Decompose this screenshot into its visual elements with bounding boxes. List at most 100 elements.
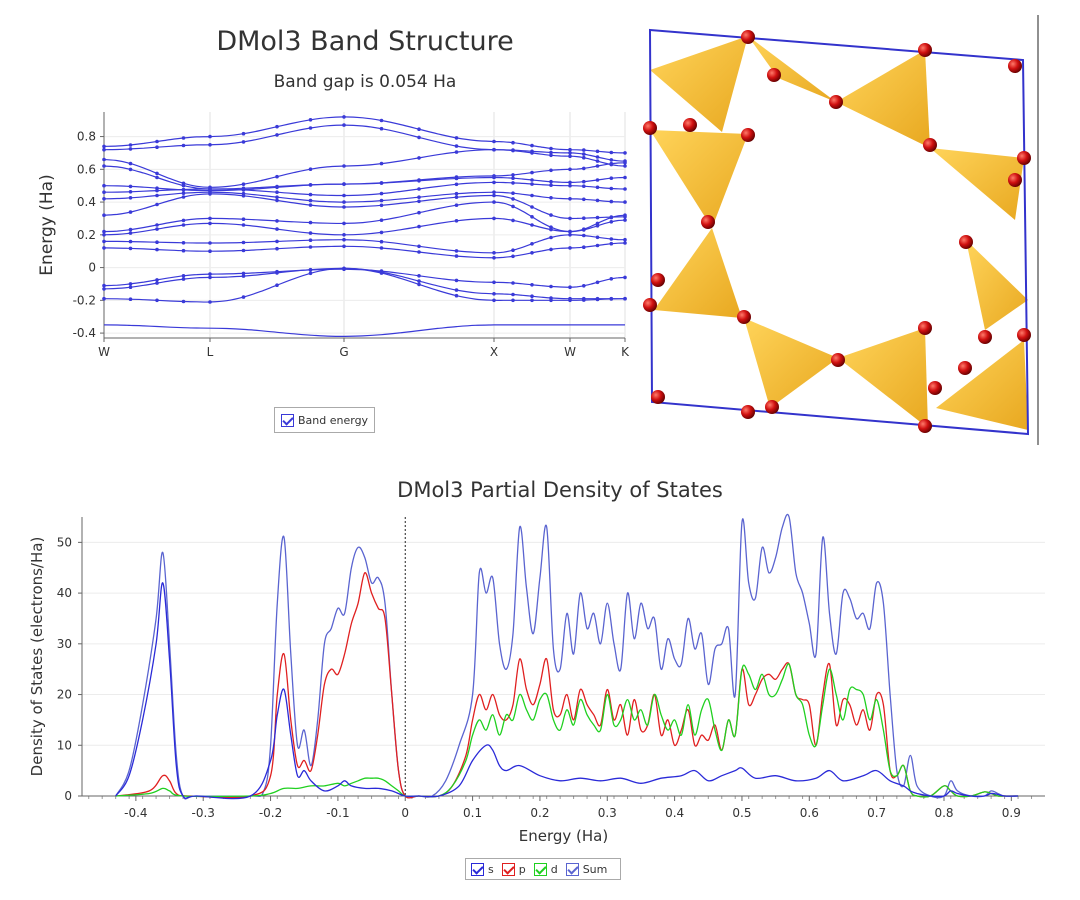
band-point [549, 235, 553, 240]
band-point [568, 246, 572, 250]
y-axis-label: Energy (Ha) [37, 174, 57, 275]
band-point [530, 182, 534, 186]
y-tick-label: 0 [88, 261, 96, 275]
band-point [623, 164, 627, 168]
y-axis-label: Density of States (electrons/Ha) [28, 537, 46, 777]
y-tick-label: 30 [57, 637, 72, 651]
band-legend: Band energy [274, 407, 376, 433]
band-point [609, 220, 614, 224]
x-tick-label: -0.1 [326, 806, 349, 820]
band-point [241, 131, 246, 136]
band-point [102, 287, 106, 291]
band-point [623, 275, 627, 280]
band-point [454, 182, 459, 187]
legend-label: p [518, 862, 526, 876]
band-point [208, 216, 212, 221]
checkbox-icon[interactable] [501, 862, 515, 876]
legend-item-d[interactable]: d [533, 862, 558, 876]
band-point [208, 221, 212, 226]
crystal-structure-view[interactable] [640, 10, 1080, 450]
band-point [128, 196, 133, 200]
legend-item-p[interactable]: p [501, 862, 526, 876]
band-point [275, 239, 279, 244]
band-point [102, 246, 106, 250]
band-point [181, 188, 186, 192]
band-point [181, 195, 186, 199]
band-point [492, 174, 496, 178]
band-point [492, 251, 496, 255]
band-point [595, 198, 600, 203]
band-point [102, 190, 106, 194]
band-point [379, 198, 384, 203]
band-point [530, 170, 534, 175]
oxygen-atom [831, 353, 845, 367]
band-point [155, 175, 159, 180]
band-point [102, 233, 106, 237]
x-tick-label: 0.9 [1002, 806, 1021, 820]
y-tick-label: 0.4 [77, 195, 96, 209]
y-tick-label: 0.2 [77, 228, 96, 242]
band-point [530, 193, 534, 198]
band-point [417, 135, 421, 140]
band-point [102, 197, 106, 201]
band-point [181, 299, 186, 304]
tetrahedron [654, 228, 742, 318]
band-point [181, 191, 186, 195]
band-point [241, 248, 246, 253]
band-energy-checkbox[interactable] [281, 413, 294, 427]
band-point [102, 157, 106, 162]
band-point [275, 174, 279, 179]
si-tetrahedra [650, 36, 1028, 430]
band-point [492, 256, 496, 260]
band-point [623, 296, 627, 301]
band-point [568, 197, 572, 201]
band-point [492, 200, 496, 204]
band-point [155, 227, 159, 231]
y-tick-label: 50 [57, 535, 72, 549]
x-tick-label: 0.3 [598, 806, 617, 820]
band-point [530, 283, 534, 287]
dos-title: DMol3 Partial Density of States [397, 478, 723, 502]
band-point [342, 233, 346, 237]
band-point [492, 139, 496, 144]
band-point [275, 133, 279, 137]
band-point [102, 239, 106, 244]
band-point [609, 158, 614, 162]
band-point [155, 240, 159, 244]
band-line [103, 124, 626, 162]
band-point [417, 244, 421, 249]
oxygen-atom [1017, 328, 1031, 342]
oxygen-atom [741, 405, 755, 419]
band-point [568, 183, 572, 188]
band-point [102, 183, 106, 188]
band-point [511, 176, 515, 180]
band-point [511, 181, 515, 185]
legend-item-sum[interactable]: Sum [565, 862, 607, 876]
band-point [102, 296, 106, 301]
band-point [308, 192, 313, 197]
checkbox-icon[interactable] [471, 862, 484, 876]
tetrahedron [936, 340, 1028, 430]
dos-series-p [115, 572, 1019, 799]
band-point [549, 179, 553, 184]
band-point [595, 164, 600, 168]
band-energy-label: Band energy [298, 413, 369, 427]
band-point [241, 140, 246, 144]
band-structure-chart: -0.4 -0.2 0 0.2 0.4 0.6 0.8 W L G X W K Energy (Ha) [37, 112, 630, 359]
band-point [549, 168, 553, 173]
checkbox-icon[interactable] [565, 862, 579, 876]
band-point [568, 154, 572, 158]
band-point [128, 297, 133, 301]
oxygen-atom [1017, 151, 1031, 165]
band-point [417, 195, 421, 199]
band-point [208, 300, 212, 304]
band-point [511, 197, 515, 201]
band-point [623, 215, 627, 219]
legend-item-s[interactable]: s [471, 862, 494, 876]
band-point [609, 162, 614, 167]
band-point [208, 143, 212, 147]
band-point [549, 247, 553, 252]
band-point [609, 150, 614, 155]
checkbox-icon[interactable] [533, 862, 547, 876]
tetrahedron [744, 318, 838, 408]
